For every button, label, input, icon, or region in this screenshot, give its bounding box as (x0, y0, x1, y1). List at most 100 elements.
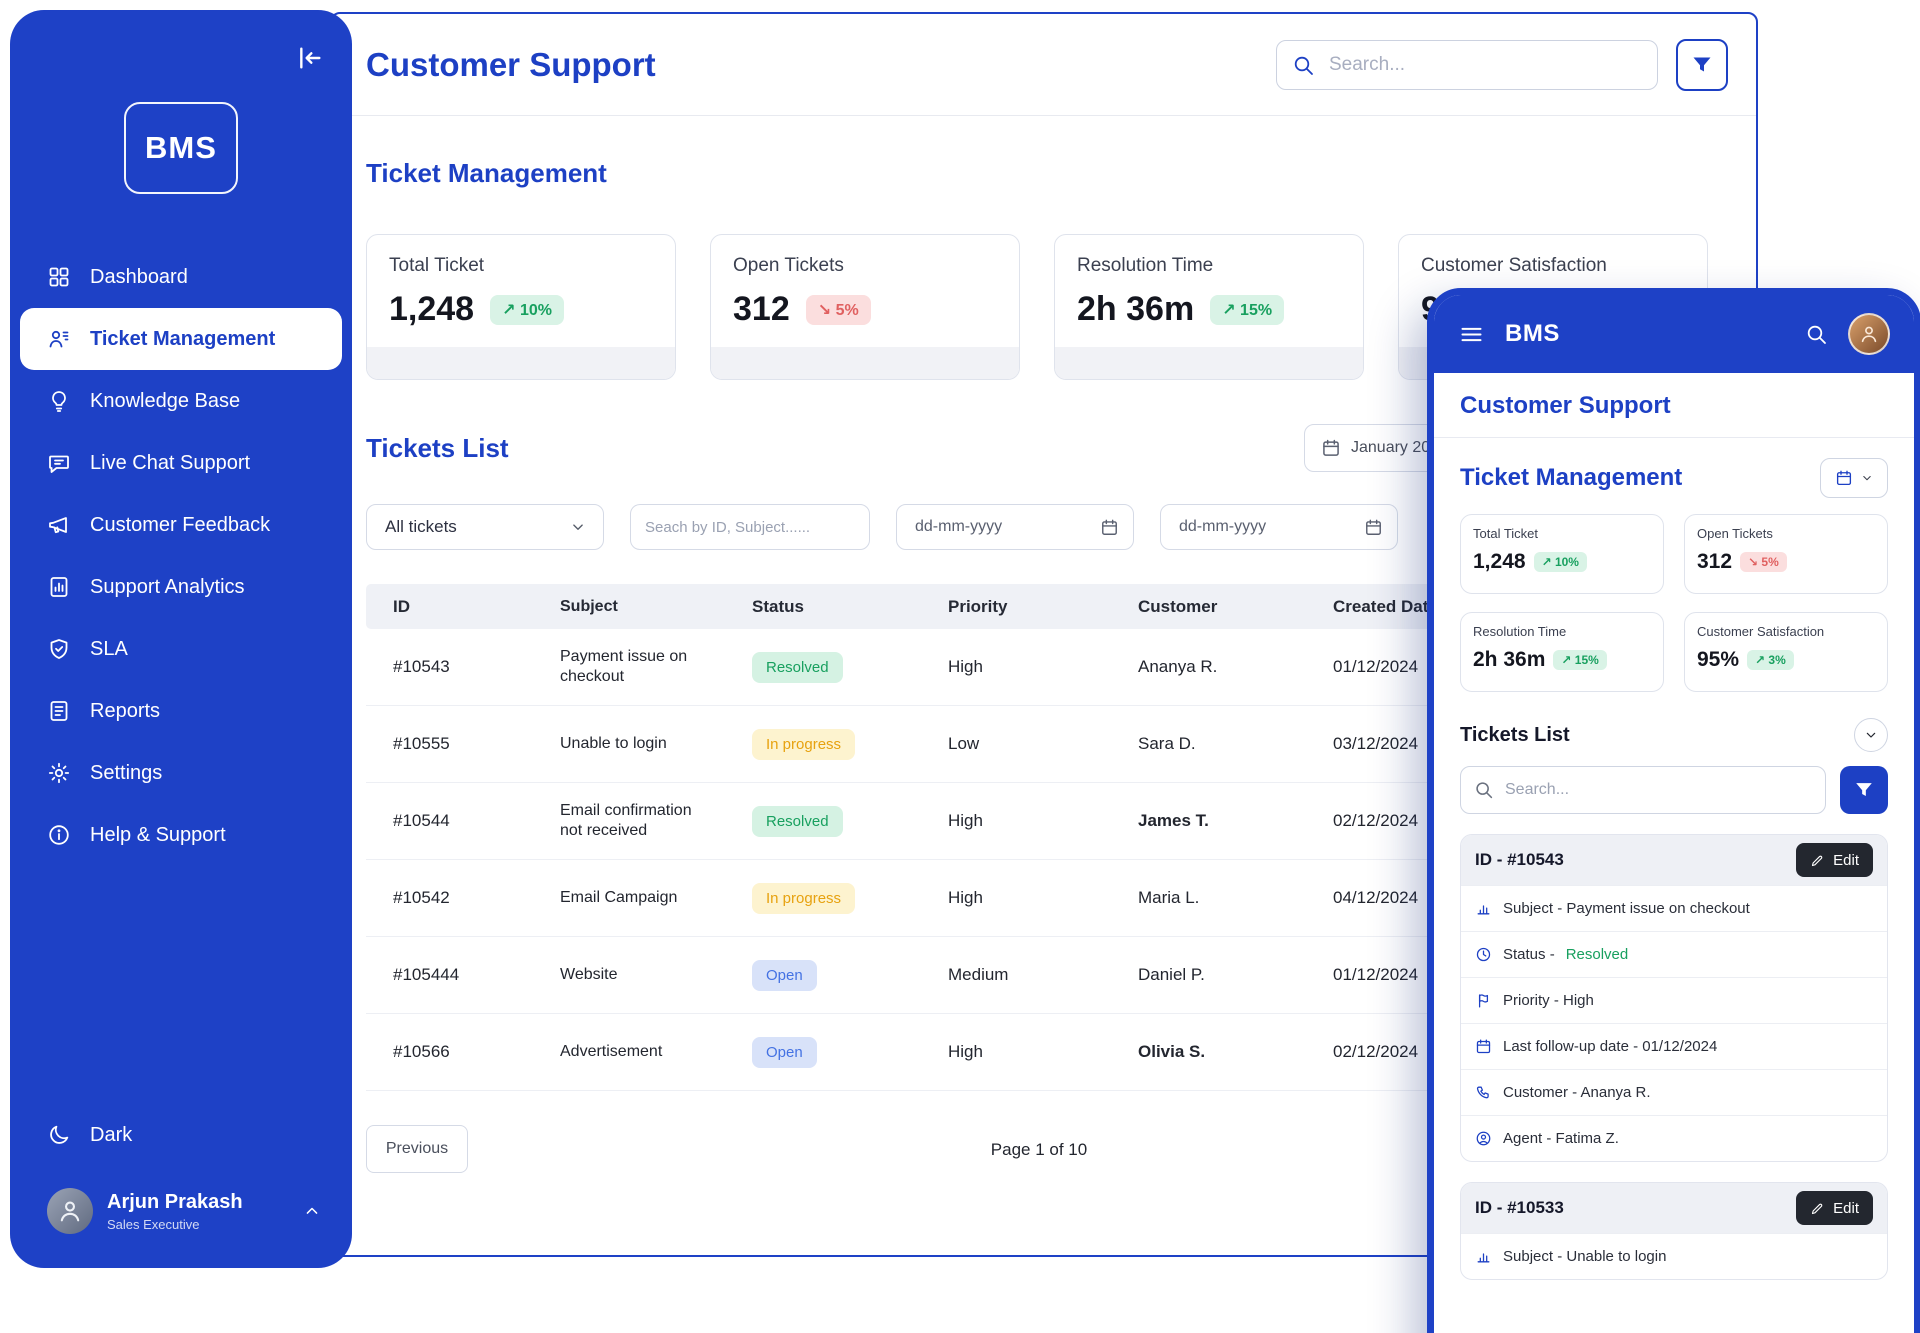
report-icon (47, 699, 71, 723)
stat-label: Open Tickets (1697, 526, 1773, 541)
mobile-section-title: Ticket Management (1460, 464, 1683, 491)
previous-page-button[interactable]: Previous (366, 1125, 468, 1173)
cell-customer: Daniel P. (1138, 965, 1205, 984)
chevron-up-icon[interactable] (302, 1201, 322, 1221)
search-icon (1473, 779, 1494, 800)
cell-priority: High (948, 811, 983, 830)
ticket-id: ID - #10533 (1475, 1198, 1564, 1217)
search-icon[interactable] (1804, 322, 1828, 346)
edit-button-label: Edit (1833, 1199, 1859, 1217)
mobile-search-input[interactable] (1460, 766, 1826, 814)
mobile-tickets-title: Tickets List (1460, 723, 1570, 746)
date-from-placeholder: dd-mm-yyyy (915, 518, 1003, 535)
ticket-field: Subject - Payment issue on checkout (1461, 885, 1887, 931)
sidebar-item-live-chat-support[interactable]: Live Chat Support (20, 432, 342, 494)
page-title: Customer Support (366, 45, 656, 83)
column-header: Customer (1138, 596, 1218, 616)
cell-priority: High (948, 657, 983, 676)
cell-priority: High (948, 1042, 983, 1061)
stat-value: 312 (733, 290, 790, 328)
stat-label: Resolution Time (1077, 255, 1214, 276)
stat-label: Open Tickets (733, 255, 844, 276)
mobile-search-row (1434, 766, 1914, 814)
tickets-filter-dropdown[interactable]: All tickets (366, 504, 604, 550)
mobile-date-control[interactable] (1820, 458, 1888, 498)
stat-delta-badge: ↗ 10% (490, 294, 564, 325)
cell-subject: Payment issue on checkout (560, 648, 688, 685)
sidebar-item-customer-feedback[interactable]: Customer Feedback (20, 494, 342, 556)
mobile-filter-button[interactable] (1840, 766, 1888, 814)
cell-created: 01/12/2024 (1333, 965, 1419, 984)
clock-icon (1475, 946, 1492, 963)
stat-label: Customer Satisfaction (1697, 624, 1825, 639)
cell-status: Open (752, 1036, 948, 1068)
status-badge: In progress (752, 728, 856, 760)
cell-customer: James T. (1138, 811, 1209, 830)
date-to-placeholder: dd-mm-yyyy (1179, 518, 1267, 535)
stat-delta-badge: ↗ 15% (1553, 650, 1607, 670)
filters-row: All tickets dd-mm-yyyy dd-mm-yyyy (366, 504, 1726, 550)
megaphone-icon (47, 513, 71, 537)
collapse-sidebar-icon[interactable] (294, 42, 326, 74)
sidebar-item-label: Knowledge Base (90, 389, 241, 412)
stat-card-footer (711, 347, 1019, 379)
stat-value-row: 95% ↗ 3% (1697, 648, 1875, 672)
collapse-tickets-button[interactable] (1854, 718, 1888, 752)
sidebar-item-ticket-management[interactable]: Ticket Management (20, 308, 342, 370)
calendar-icon (1100, 518, 1119, 537)
hamburger-menu-icon[interactable] (1458, 321, 1485, 348)
mobile-preview: BMS Customer Support Ticket Management T… (1427, 288, 1920, 1333)
info-icon (47, 823, 71, 847)
tickets-search-input[interactable] (630, 504, 870, 550)
sidebar-bottom: Dark Arjun Prakash Sales Executive (10, 1110, 352, 1268)
sidebar-item-reports[interactable]: Reports (20, 680, 342, 742)
cell-created: 04/12/2024 (1333, 888, 1419, 907)
status-badge: In progress (752, 882, 856, 914)
sidebar-item-label: Ticket Management (90, 327, 276, 350)
page-info: Page 1 of 10 (990, 1140, 1088, 1159)
dashboard-icon (47, 265, 71, 289)
chevron-down-icon (1860, 471, 1874, 485)
dark-mode-label: Dark (90, 1123, 133, 1146)
ticket-field: Last follow-up date - 01/12/2024 (1461, 1023, 1887, 1069)
agent-icon (1475, 1130, 1492, 1147)
sidebar-item-dashboard[interactable]: Dashboard (20, 246, 342, 308)
ticket-field-label: Priority - High (1503, 992, 1594, 1009)
search-input[interactable] (1276, 39, 1658, 90)
dark-mode-toggle[interactable]: Dark (20, 1110, 342, 1160)
stat-card: Open Tickets 312 ↘ 5% (1684, 514, 1888, 594)
sidebar: BMS Dashboard Ticket Management Knowledge … (10, 10, 352, 1268)
edit-button[interactable]: Edit (1796, 843, 1873, 877)
stat-value-row: 312 ↘ 5% (1697, 550, 1875, 574)
user-name: Arjun Prakash (107, 1190, 243, 1213)
stat-value: 1,248 (389, 290, 475, 328)
pencil-icon (1810, 853, 1825, 868)
mobile-search-box (1460, 766, 1826, 814)
funnel-icon (1853, 779, 1875, 801)
mobile-page-title: Customer Support (1434, 373, 1914, 438)
stat-label: Total Ticket (1473, 526, 1539, 541)
date-to-input[interactable]: dd-mm-yyyy (1160, 504, 1398, 550)
cell-subject: Email confirmation not received (560, 802, 692, 839)
mobile-brand: BMS (1505, 320, 1560, 347)
sidebar-item-settings[interactable]: Settings (20, 742, 342, 804)
sidebar-item-support-analytics[interactable]: Support Analytics (20, 556, 342, 618)
date-from-input[interactable]: dd-mm-yyyy (896, 504, 1134, 550)
cell-created: 03/12/2024 (1333, 734, 1419, 753)
user-profile[interactable]: Arjun Prakash Sales Executive (20, 1188, 342, 1234)
edit-button[interactable]: Edit (1796, 1191, 1873, 1225)
stat-delta-badge: ↗ 10% (1533, 552, 1587, 572)
sidebar-item-knowledge-base[interactable]: Knowledge Base (20, 370, 342, 432)
filter-button[interactable] (1676, 38, 1728, 91)
stat-delta-badge: ↗ 15% (1210, 294, 1285, 325)
pagination: Previous Page 1 of 10 (366, 1125, 1712, 1175)
avatar (47, 1188, 93, 1234)
sidebar-item-help-support[interactable]: Help & Support (20, 804, 342, 866)
avatar[interactable] (1848, 313, 1890, 355)
cell-customer: Ananya R. (1138, 657, 1218, 676)
brand-logo: BMS (124, 102, 238, 194)
cell-priority: Medium (948, 965, 1009, 984)
cell-created: 02/12/2024 (1333, 811, 1419, 830)
stat-card: Total Ticket 1,248 ↗ 10% (366, 234, 676, 380)
sidebar-item-sla[interactable]: SLA (20, 618, 342, 680)
